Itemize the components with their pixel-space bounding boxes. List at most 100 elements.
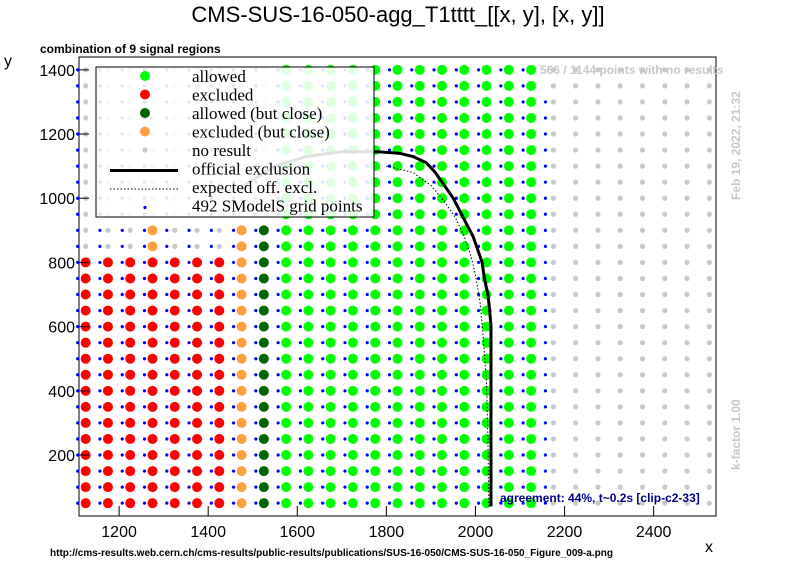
grid-point (343, 325, 347, 329)
point-allowed (370, 450, 381, 461)
grid-point (98, 244, 102, 248)
grid-point (387, 180, 392, 184)
grid-point (187, 453, 191, 457)
point-no-result (684, 452, 690, 458)
grid-point (254, 453, 258, 457)
point-allowed (503, 193, 514, 204)
grid-point (365, 308, 369, 313)
point-allowed-close (258, 401, 269, 412)
point-excluded (147, 273, 158, 284)
point-allowed (503, 64, 514, 75)
point-allowed-close (258, 450, 269, 461)
grid-point (454, 260, 458, 265)
point-excluded (102, 466, 113, 477)
grid-point (343, 437, 347, 441)
point-no-result (662, 324, 668, 330)
grid-point (120, 501, 124, 505)
point-allowed (347, 385, 358, 396)
grid-point (499, 100, 503, 104)
grid-point (321, 453, 325, 457)
grid-point (321, 437, 325, 441)
point-excluded (102, 401, 113, 412)
grid-point (76, 341, 80, 345)
point-excluded (125, 273, 136, 284)
point-allowed (503, 305, 514, 316)
grid-point (298, 453, 303, 457)
point-allowed (526, 482, 537, 493)
grid-point (76, 389, 80, 393)
point-excluded-close (236, 273, 247, 284)
grid-point (432, 212, 436, 216)
point-excluded (147, 482, 158, 493)
point-excluded (169, 337, 180, 348)
point-no-result (595, 388, 601, 394)
point-allowed (526, 369, 537, 380)
point-no-result (617, 211, 623, 217)
point-allowed (414, 401, 425, 412)
grid-point (365, 485, 369, 489)
grid-point (454, 437, 458, 441)
point-allowed (347, 417, 358, 428)
point-no-result (83, 179, 89, 185)
point-allowed (325, 225, 336, 236)
point-no-result (706, 83, 712, 89)
point-no-result (550, 452, 557, 458)
point-allowed (281, 257, 292, 268)
point-allowed (526, 209, 537, 220)
grid-point (343, 405, 347, 409)
point-excluded-close (236, 401, 247, 412)
point-no-result (706, 484, 712, 490)
point-allowed (303, 498, 314, 509)
grid-point (187, 292, 191, 297)
point-no-result (706, 340, 712, 346)
point-allowed (370, 321, 381, 332)
point-allowed (370, 417, 381, 428)
grid-point (365, 421, 369, 425)
grid-point (76, 132, 80, 136)
grid-point (410, 84, 414, 88)
grid-point (231, 292, 236, 297)
grid-point (231, 325, 236, 329)
grid-point (165, 405, 169, 409)
point-allowed (481, 129, 492, 140)
point-no-result (662, 115, 668, 121)
grid-point (209, 437, 213, 441)
point-allowed (370, 257, 381, 268)
point-allowed-close (258, 225, 269, 236)
point-allowed-close (258, 257, 269, 268)
grid-point (98, 469, 102, 473)
point-allowed (526, 273, 537, 284)
point-no-result (595, 99, 601, 105)
grid-point (432, 276, 436, 281)
grid-point (142, 421, 147, 425)
point-allowed (392, 177, 403, 188)
point-no-result (706, 227, 712, 233)
ticks-layer: 1200 1400 1600 1800 2000 2200 2400 200 400 600 800… (39, 63, 671, 541)
grid-point (521, 228, 525, 232)
point-allowed (414, 482, 425, 493)
point-no-result (662, 484, 668, 490)
point-no-result (573, 291, 579, 298)
point-allowed (481, 145, 492, 156)
grid-point (410, 148, 414, 152)
point-allowed (414, 129, 425, 140)
grid-point (209, 373, 213, 377)
point-allowed (503, 257, 514, 268)
grid-point (476, 453, 481, 457)
point-excluded-close (236, 353, 247, 364)
point-allowed (437, 225, 448, 236)
grid-point (365, 244, 369, 248)
point-allowed (437, 450, 448, 461)
point-no-result (550, 131, 557, 137)
grid-point (187, 485, 191, 489)
point-allowed (370, 401, 381, 412)
grid-point (476, 260, 481, 265)
grid-point (410, 196, 414, 200)
grid-point (120, 228, 124, 232)
point-no-result (617, 340, 623, 346)
grid-point (298, 437, 303, 441)
grid-point (231, 357, 236, 361)
grid-point (410, 389, 414, 393)
point-no-result (706, 67, 712, 73)
point-allowed-close (258, 305, 269, 316)
